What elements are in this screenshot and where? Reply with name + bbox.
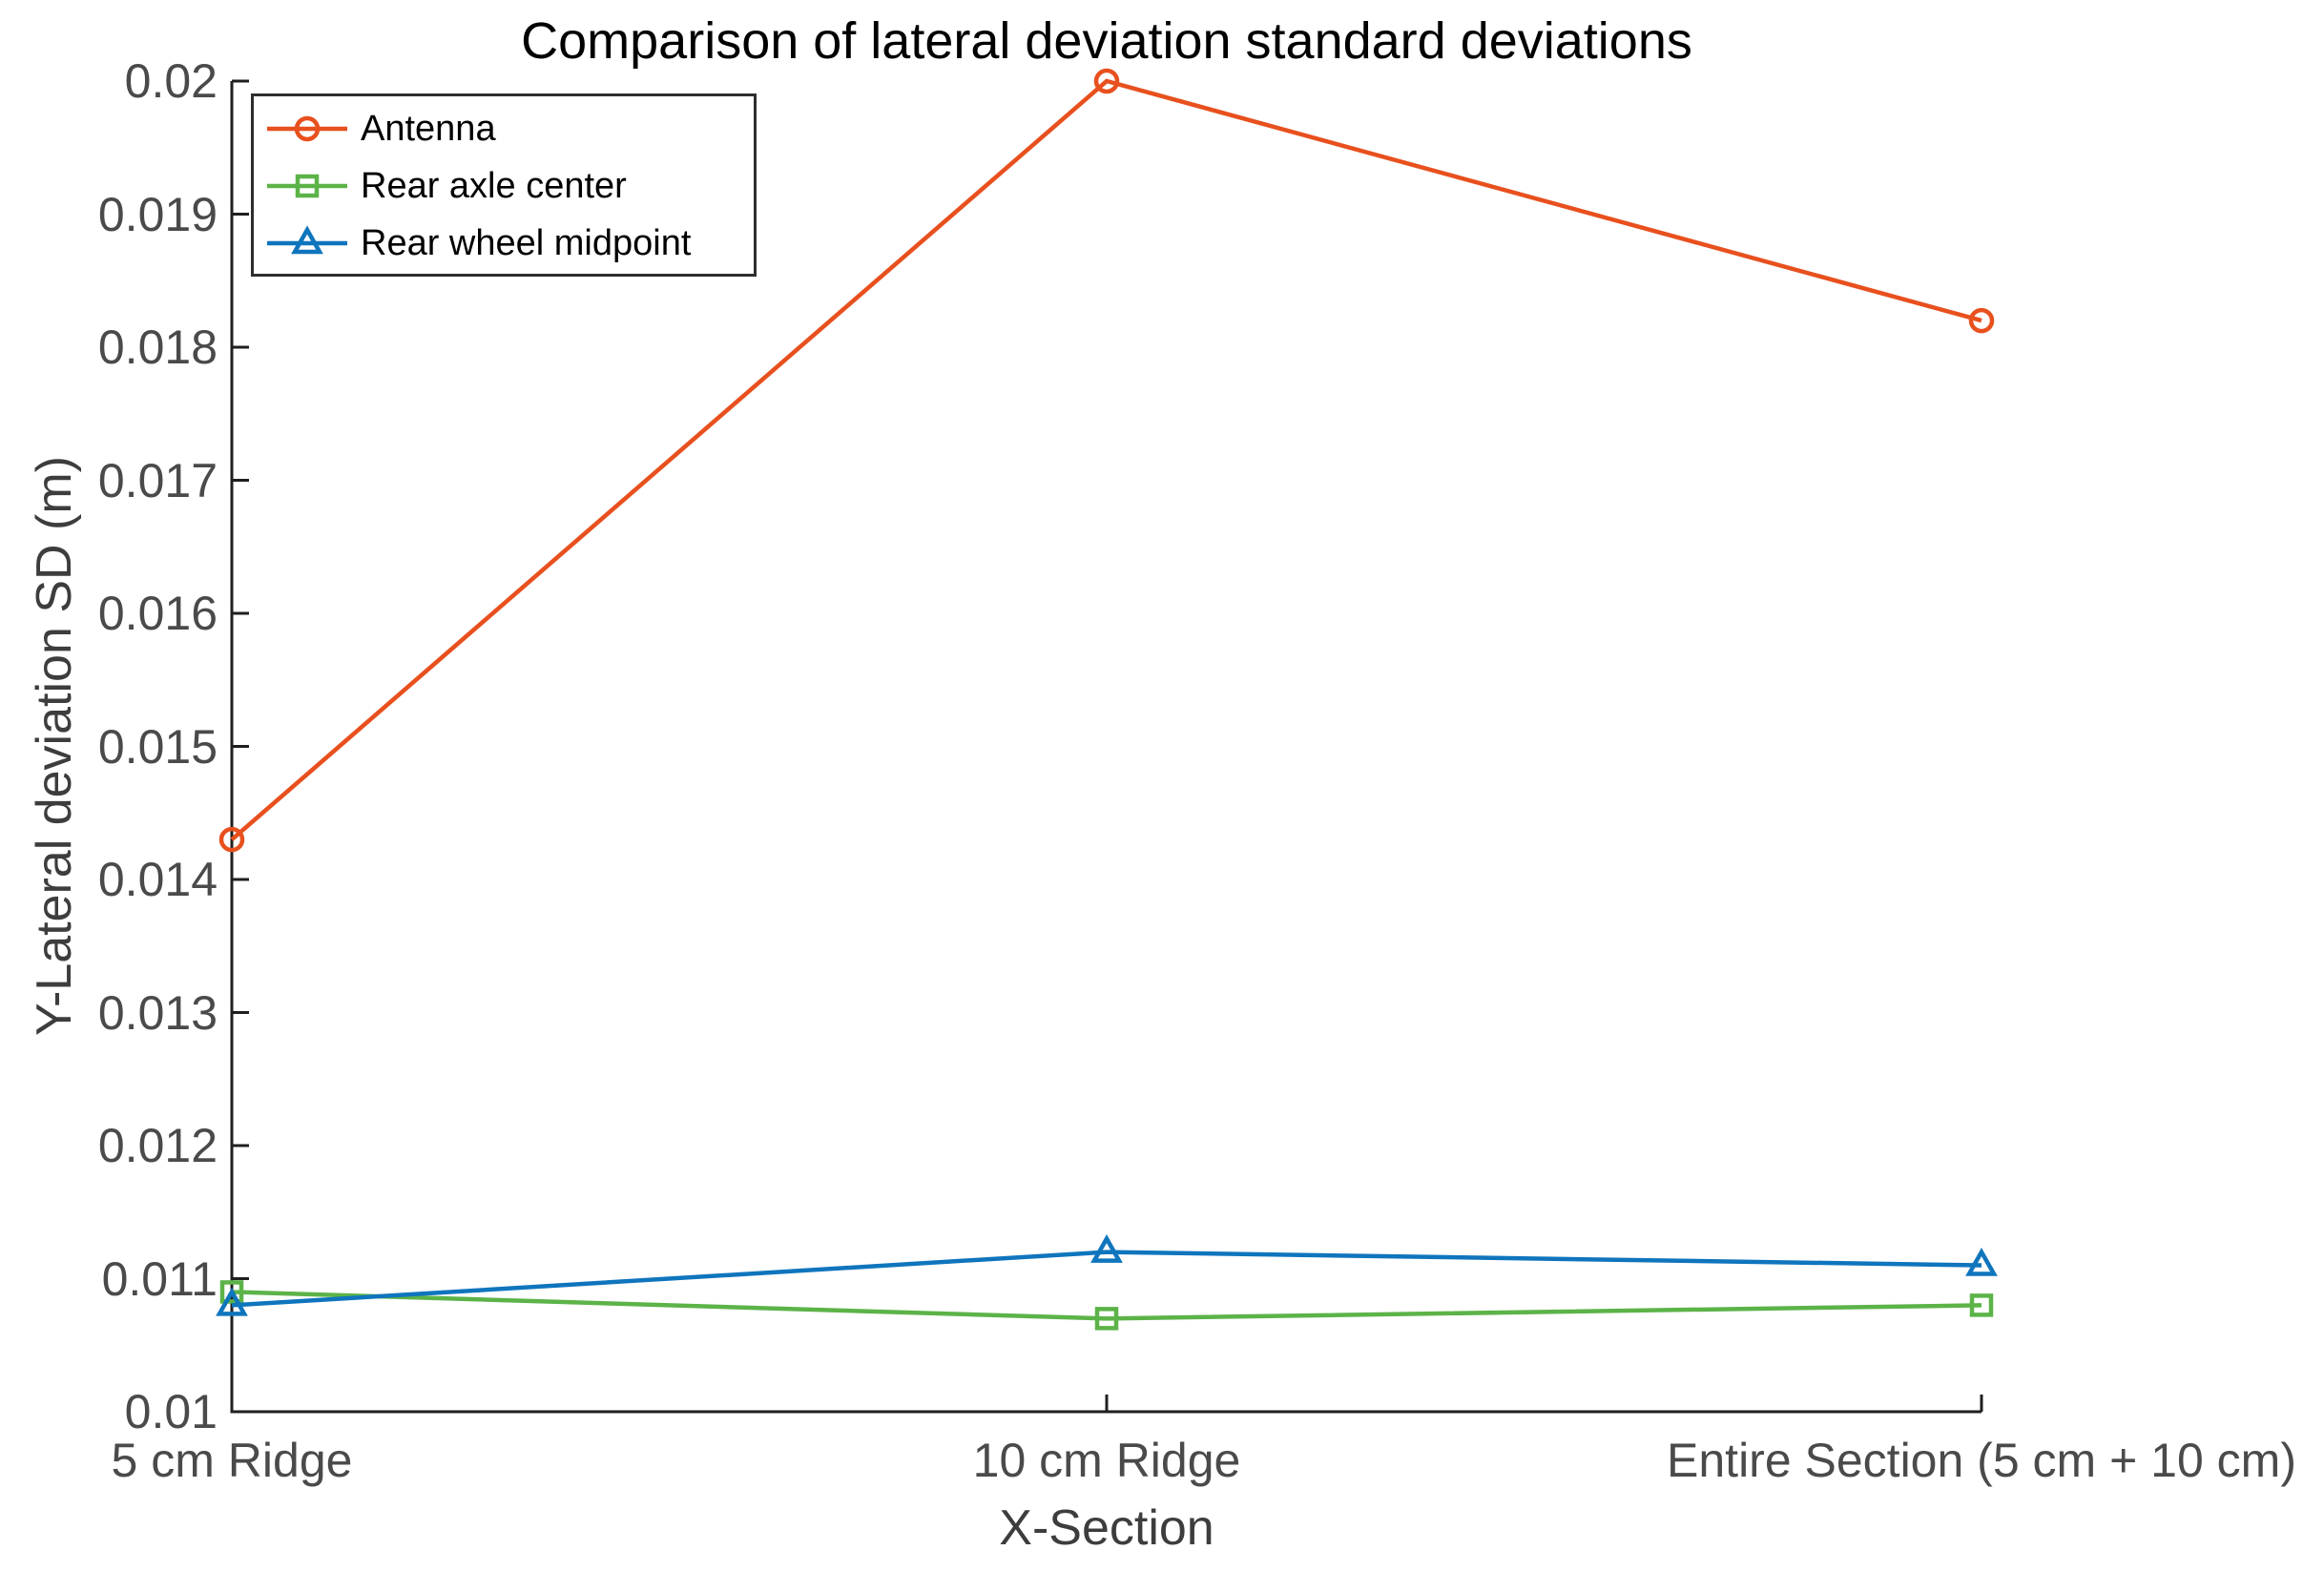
- y-axis-label: Y-Lateral deviation SD (m): [27, 456, 82, 1036]
- data-point-marker: [294, 115, 321, 142]
- y-tick-label: 0.012: [97, 1119, 218, 1172]
- y-tick-label: 0.015: [97, 719, 218, 774]
- y-tick-label: 0.01: [124, 1385, 218, 1438]
- legend-entry-rear-wheel-midpoint: Rear wheel midpoint: [254, 215, 754, 272]
- y-tick-label: 0.014: [97, 853, 218, 906]
- y-tick-label: 0.017: [97, 453, 218, 507]
- y-tick-label: 0.013: [97, 985, 218, 1040]
- data-point-marker: [1965, 1247, 1998, 1276]
- data-point-marker: [1093, 68, 1120, 94]
- square-marker-icon: [267, 174, 347, 198]
- y-tick-label: 0.018: [97, 320, 218, 374]
- data-point-marker: [295, 174, 320, 198]
- data-point-marker: [218, 826, 245, 853]
- data-point-marker: [291, 225, 323, 255]
- legend-label: Antenna: [361, 108, 496, 149]
- y-tick-label: 0.02: [124, 54, 218, 108]
- circle-marker-icon: [267, 115, 347, 142]
- data-point-marker: [1969, 1293, 1994, 1317]
- legend-label: Rear wheel midpoint: [361, 222, 692, 263]
- series-line: [230, 78, 1982, 841]
- data-point-marker: [1090, 1234, 1123, 1263]
- chart-title: Comparison of lateral deviation standard…: [521, 12, 1692, 70]
- y-tick-label: 0.011: [101, 1251, 218, 1306]
- series-line: [231, 1250, 1982, 1308]
- legend-entry-antenna: Antenna: [254, 100, 754, 157]
- x-tick-label: Entire Section (5 cm + 10 cm): [1667, 1434, 2296, 1487]
- x-tick-label: 5 cm Ridge: [111, 1434, 353, 1487]
- data-point-marker: [1094, 1307, 1119, 1331]
- data-point-marker: [219, 1280, 244, 1304]
- y-tick-label: 0.019: [97, 187, 218, 241]
- axis-spines: [230, 81, 1982, 1414]
- legend-entry-rear-axle-center: Rear axle center: [254, 157, 754, 215]
- series-line: [231, 1290, 1982, 1321]
- x-axis-label: X-Section: [999, 1500, 1214, 1556]
- y-tick-label: 0.016: [97, 587, 218, 640]
- data-point-marker: [1968, 307, 1995, 334]
- legend-label: Rear axle center: [361, 165, 627, 206]
- legend: Antenna Rear axle center Rear wheel midp…: [251, 93, 757, 277]
- x-tick-label: 10 cm Ridge: [972, 1434, 1241, 1487]
- data-point-marker: [216, 1287, 248, 1316]
- triangle-marker-icon: [267, 225, 347, 255]
